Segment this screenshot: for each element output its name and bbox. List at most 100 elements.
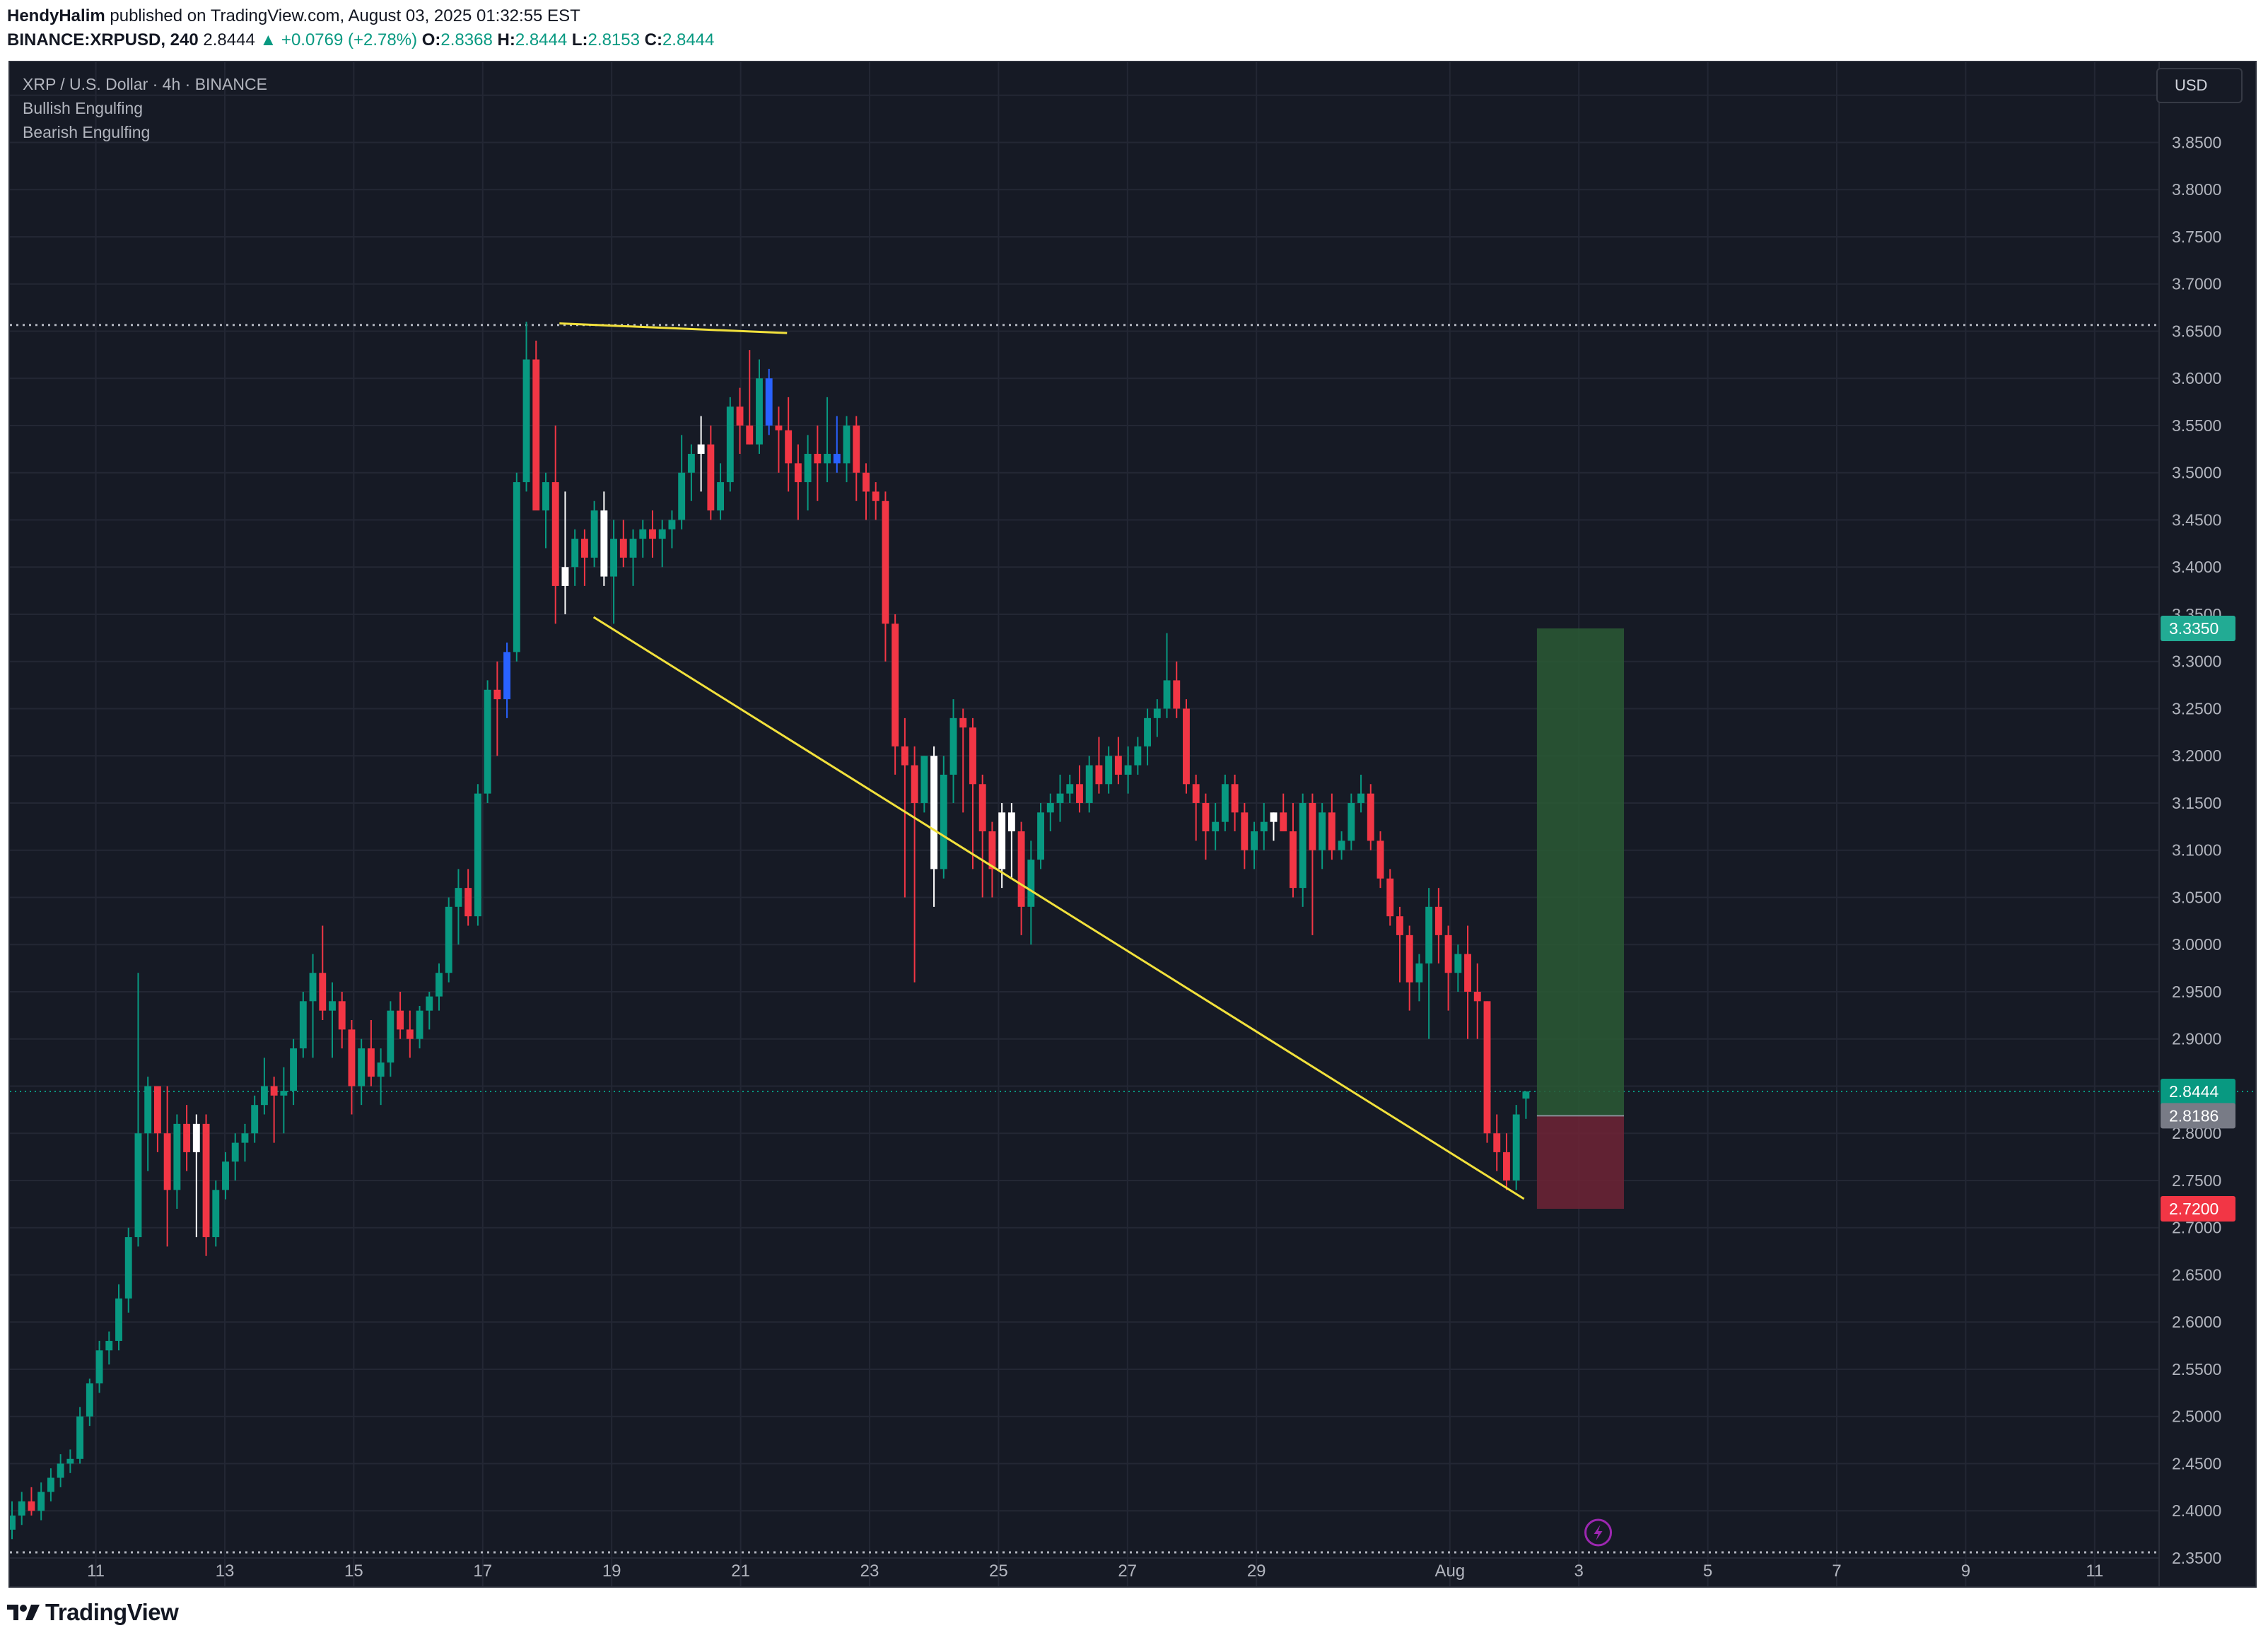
candle: [47, 1468, 54, 1501]
candle-body: [290, 1048, 298, 1091]
candle-body: [28, 1501, 35, 1511]
legend-indicator-bullish[interactable]: Bullish Engulfing: [23, 99, 144, 117]
candle: [736, 387, 744, 455]
candle: [1212, 802, 1220, 850]
candle: [28, 1487, 35, 1516]
candle: [493, 661, 501, 756]
tradingview-logo-icon: [7, 1605, 40, 1620]
candle: [270, 1077, 278, 1143]
candle-body: [1444, 935, 1452, 973]
tradingview-logo[interactable]: TradingView: [7, 1599, 179, 1626]
candle-body: [1522, 1091, 1530, 1099]
candle-body: [1076, 784, 1083, 803]
candle-body: [280, 1091, 288, 1096]
candle: [1027, 840, 1035, 945]
candle: [1007, 802, 1015, 879]
candle-body: [1124, 765, 1132, 775]
candle-body: [726, 406, 734, 483]
candle-body: [1007, 812, 1015, 832]
x-tick-label: 25: [989, 1562, 1008, 1581]
candle: [406, 1010, 414, 1058]
candle-body: [222, 1161, 229, 1190]
candle: [959, 708, 967, 813]
candle: [765, 368, 773, 435]
candle-body: [124, 1237, 132, 1299]
candle-body: [173, 1123, 181, 1190]
candle: [280, 1067, 288, 1134]
candle: [183, 1105, 191, 1171]
candle: [426, 991, 433, 1030]
candle: [153, 1086, 161, 1152]
plot-background: [10, 62, 2255, 1586]
stop-loss-label-text: 2.7200: [2169, 1200, 2219, 1218]
chart-panel[interactable]: 3.90003.85003.80003.75003.70003.65003.60…: [8, 61, 2257, 1588]
candle-body: [1299, 802, 1307, 889]
close-value: 2.8444: [662, 30, 715, 49]
y-tick-label: 3.3000: [2172, 652, 2221, 671]
change-up-icon: ▲: [259, 30, 277, 49]
candle-body: [416, 1010, 423, 1039]
low-value: 2.8153: [588, 30, 640, 49]
candle-body: [639, 529, 647, 539]
author-name[interactable]: HendyHalim: [7, 6, 105, 25]
candle: [338, 991, 346, 1049]
candle-body: [863, 472, 870, 492]
candle: [115, 1284, 122, 1351]
candle-body: [892, 623, 899, 746]
candle: [882, 491, 889, 662]
legend-title[interactable]: XRP / U.S. Dollar · 4h · BINANCE: [23, 75, 267, 93]
candle-body: [387, 1010, 394, 1063]
candle: [1386, 869, 1394, 926]
y-tick-label: 2.6500: [2172, 1265, 2221, 1284]
candle-body: [105, 1340, 113, 1351]
candle-body: [57, 1463, 64, 1478]
y-tick-label: 3.1500: [2172, 794, 2221, 812]
candle: [629, 529, 637, 586]
candle: [1231, 774, 1239, 832]
candle-body: [1376, 840, 1384, 879]
candle: [1290, 802, 1297, 898]
candlestick-chart[interactable]: 3.90003.85003.80003.75003.70003.65003.60…: [10, 62, 2255, 1586]
y-tick-label: 2.7500: [2172, 1171, 2221, 1190]
candle: [1163, 633, 1171, 718]
candle: [542, 472, 549, 549]
candle: [18, 1492, 25, 1525]
candle: [707, 425, 715, 520]
y-tick-label: 3.8500: [2172, 133, 2221, 151]
candle: [1221, 774, 1229, 832]
candle: [299, 991, 307, 1058]
candle: [814, 425, 822, 501]
entry-price-label: 2.8186: [2161, 1103, 2235, 1129]
candle: [1066, 774, 1074, 803]
candle: [1328, 793, 1335, 860]
y-tick-label: 3.5000: [2172, 464, 2221, 482]
currency-button[interactable]: USD: [2156, 68, 2243, 103]
y-tick-label: 2.9000: [2172, 1030, 2221, 1048]
candle-body: [522, 359, 530, 483]
candle: [571, 529, 579, 586]
entry-price-label-text: 2.8186: [2169, 1106, 2219, 1125]
footer: TradingView: [0, 1588, 2268, 1640]
candle: [397, 991, 404, 1039]
candle: [639, 520, 647, 558]
candle-body: [10, 1515, 16, 1530]
x-tick-label: 7: [1832, 1562, 1841, 1581]
candle-body: [1280, 812, 1287, 832]
x-tick-label: 23: [860, 1562, 879, 1581]
chart-legend: XRP / U.S. Dollar · 4h · BINANCE Bullish…: [23, 72, 267, 144]
candle-body: [959, 718, 967, 728]
candle-body: [76, 1416, 84, 1459]
legend-indicator-bearish[interactable]: Bearish Engulfing: [23, 123, 151, 141]
candle-body: [853, 425, 860, 473]
candle: [1338, 831, 1345, 860]
tradingview-logo-text: TradingView: [45, 1599, 179, 1625]
candle-body: [687, 454, 695, 473]
candle: [1134, 737, 1142, 775]
symbol-row: BINANCE:XRPUSD, 240 2.8444 ▲ +0.0769 (+2…: [7, 28, 714, 52]
candle: [1076, 765, 1083, 813]
candle: [969, 718, 976, 869]
candle-body: [1163, 680, 1171, 709]
candle: [863, 463, 870, 520]
candle-body: [436, 973, 443, 997]
candle-body: [920, 756, 928, 803]
